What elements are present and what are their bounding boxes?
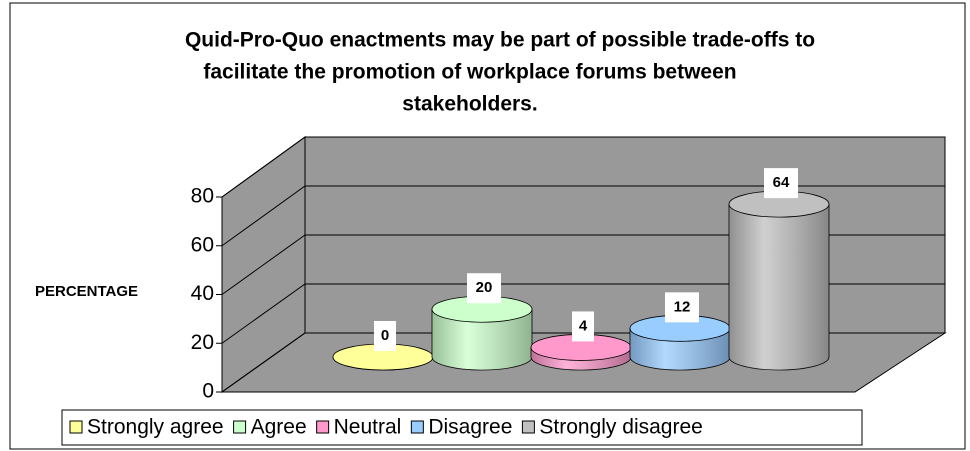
value-label-box bbox=[374, 321, 396, 351]
cylinder-shade bbox=[729, 204, 829, 370]
legend-label: Agree bbox=[251, 416, 307, 439]
legend-swatch bbox=[233, 420, 247, 434]
value-label: 20 bbox=[476, 279, 493, 296]
chart-title: stakeholders. bbox=[402, 93, 537, 116]
legend-swatch bbox=[69, 420, 83, 434]
legend-swatch bbox=[410, 420, 424, 434]
cylinder bbox=[332, 343, 434, 371]
legend-label: Disagree bbox=[428, 416, 512, 439]
legend-box bbox=[61, 409, 863, 446]
chart-title: facilitate the promotion of workplace fo… bbox=[203, 61, 736, 84]
legend-label: Neutral bbox=[334, 416, 402, 439]
y-tick-label: 20 bbox=[191, 331, 214, 354]
value-label: 12 bbox=[674, 298, 691, 315]
value-label-box bbox=[665, 292, 699, 323]
value-label: 0 bbox=[381, 327, 389, 344]
y-tick-label: 40 bbox=[191, 282, 214, 305]
value-label: 4 bbox=[579, 317, 588, 334]
value-label-box bbox=[764, 168, 798, 199]
legend-label: Strongly disagree bbox=[539, 416, 702, 439]
chart-title: Quid-Pro-Quo enactments may be part of p… bbox=[185, 29, 815, 52]
grid-line bbox=[221, 136, 945, 198]
cylinder bbox=[431, 295, 533, 371]
cylinder bbox=[629, 314, 731, 371]
grid-line bbox=[221, 185, 945, 247]
legend-swatch bbox=[316, 420, 330, 434]
legend-label: Strongly agree bbox=[87, 416, 224, 439]
y-tick-label: 80 bbox=[191, 185, 214, 208]
cylinder bbox=[728, 190, 830, 371]
value-label-box bbox=[572, 311, 594, 342]
cylinder bbox=[530, 334, 632, 371]
value-label-box bbox=[467, 273, 501, 304]
y-tick-label: 60 bbox=[191, 233, 214, 256]
cylinder-shade bbox=[432, 309, 532, 370]
legend-swatch bbox=[521, 420, 535, 434]
y-tick-label: 0 bbox=[202, 380, 214, 403]
value-label: 64 bbox=[773, 174, 790, 191]
y-axis-label: PERCENTAGE bbox=[35, 283, 138, 300]
